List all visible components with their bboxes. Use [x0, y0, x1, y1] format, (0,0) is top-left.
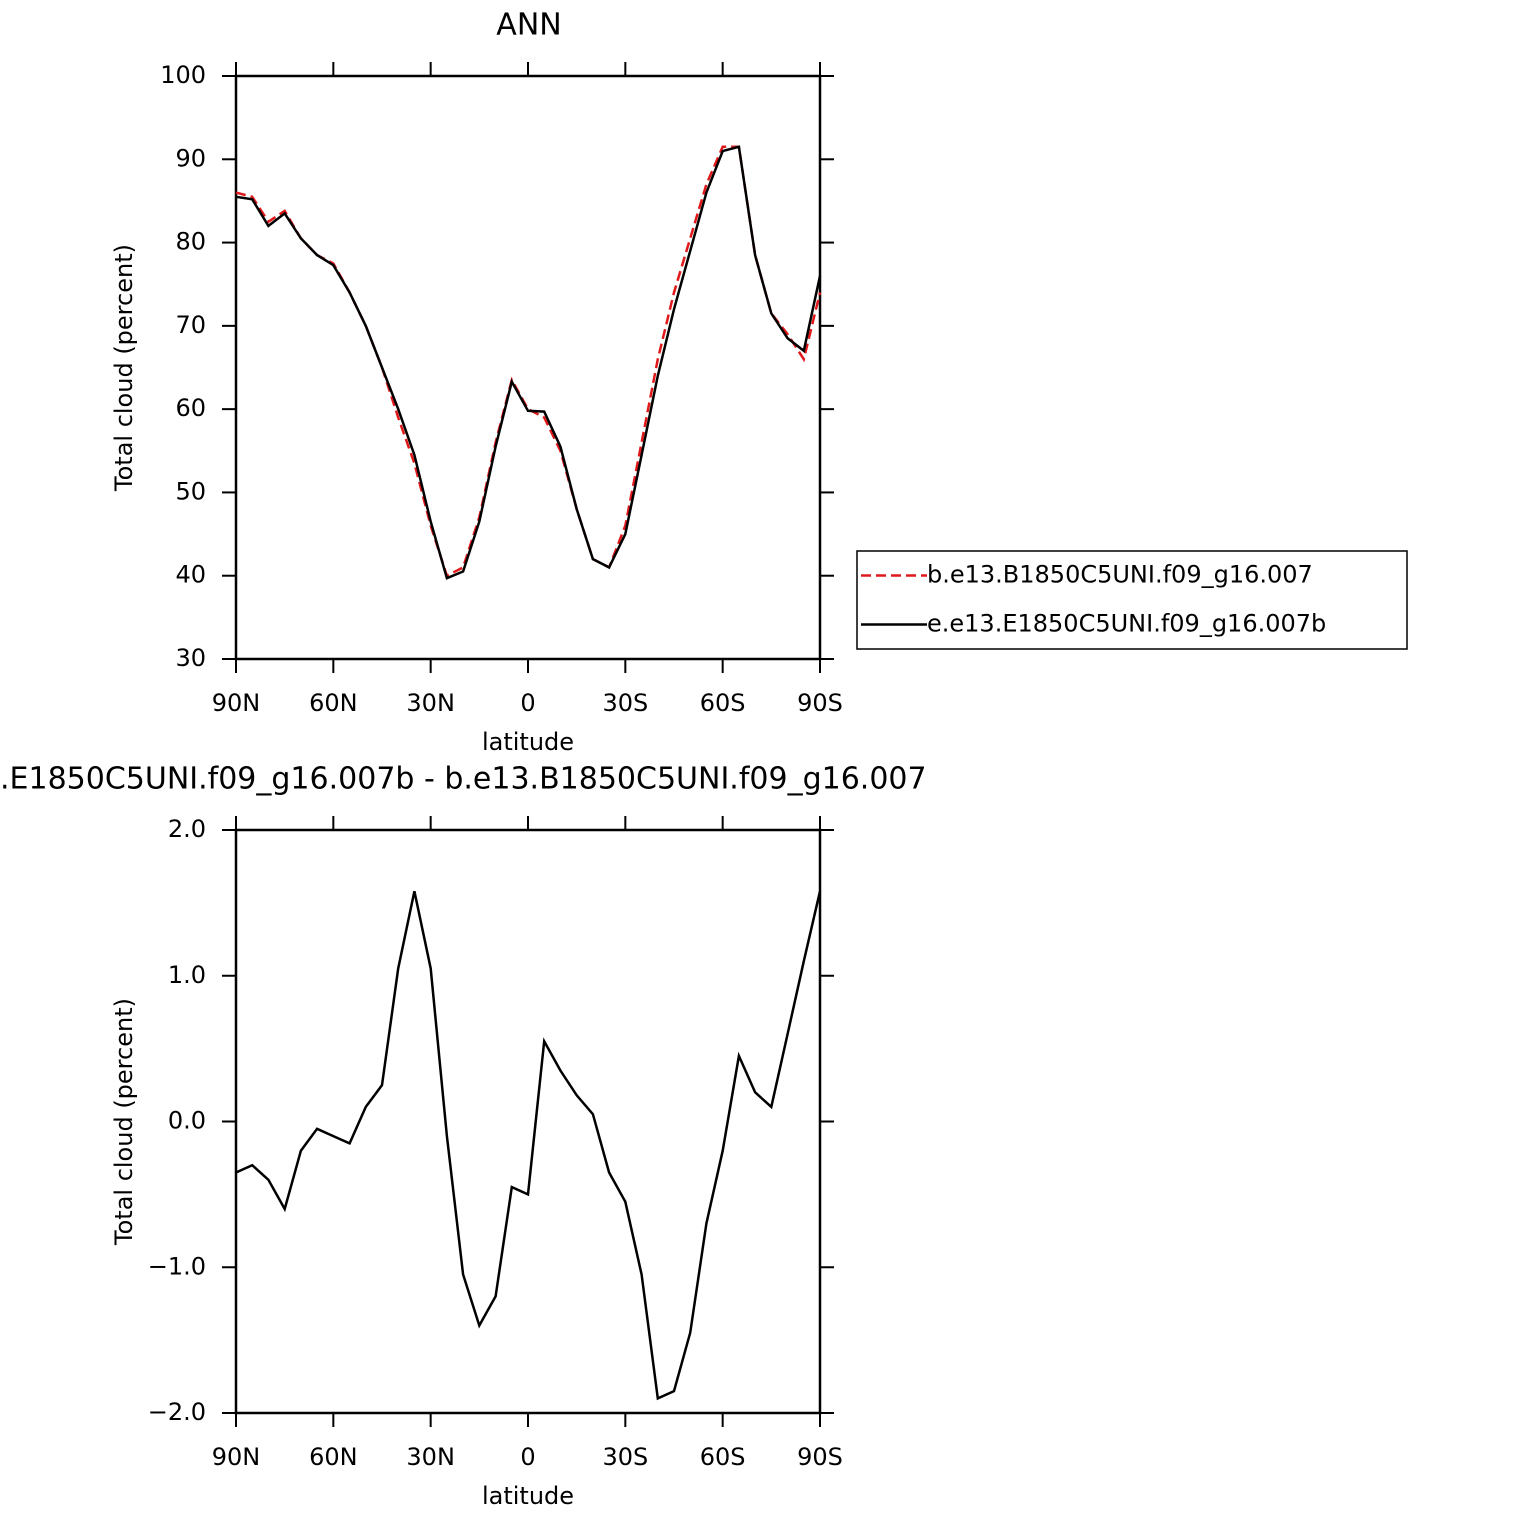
x-tick-label: 30S — [602, 689, 648, 717]
x-tick-label: 90S — [797, 689, 843, 717]
x-tick-label: 60S — [700, 1443, 746, 1471]
x-tick-label: 90N — [212, 689, 261, 717]
plot-frame — [234, 74, 822, 661]
plot-frame — [234, 828, 822, 1415]
chart-title: .E1850C5UNI.f09_g16.007b - b.e13.B1850C5… — [0, 762, 927, 797]
x-axis-label: latitude — [482, 728, 574, 756]
y-tick-label: 80 — [175, 228, 206, 256]
y-tick-label: 50 — [175, 477, 206, 505]
x-tick-label: 0 — [520, 1443, 535, 1471]
y-tick-label: 90 — [175, 144, 206, 172]
y-axis-label: Total cloud (percent) — [110, 244, 138, 492]
legend-label: e.e13.E1850C5UNI.f09_g16.007b — [927, 610, 1326, 638]
y-tick-label: 2.0 — [168, 815, 206, 843]
x-tick-label: 60S — [700, 689, 746, 717]
x-tick-label: 90N — [212, 1443, 261, 1471]
data-line — [235, 145, 822, 578]
y-tick-label: 1.0 — [168, 961, 206, 989]
y-tick-label: −1.0 — [148, 1252, 206, 1280]
x-tick-label: 60N — [309, 689, 358, 717]
x-axis-label: latitude — [482, 1482, 574, 1510]
y-tick-label: −2.0 — [148, 1398, 206, 1426]
y-tick-label: 100 — [160, 61, 206, 89]
data-line — [235, 890, 822, 1401]
legend-box — [856, 550, 1408, 650]
x-tick-label: 0 — [520, 689, 535, 717]
chart-title: ANN — [496, 8, 561, 43]
y-tick-label: 0.0 — [168, 1107, 206, 1135]
x-tick-label: 60N — [309, 1443, 358, 1471]
y-axis-label: Total cloud (percent) — [110, 998, 138, 1246]
data-line — [235, 145, 822, 580]
y-tick-label: 60 — [175, 394, 206, 422]
x-tick-label: 30N — [406, 1443, 455, 1471]
legend-label: b.e13.B1850C5UNI.f09_g16.007 — [927, 561, 1313, 589]
y-tick-label: 30 — [175, 644, 206, 672]
x-tick-label: 30S — [602, 1443, 648, 1471]
y-tick-label: 70 — [175, 311, 206, 339]
y-tick-label: 40 — [175, 561, 206, 589]
x-tick-label: 90S — [797, 1443, 843, 1471]
x-tick-label: 30N — [406, 689, 455, 717]
